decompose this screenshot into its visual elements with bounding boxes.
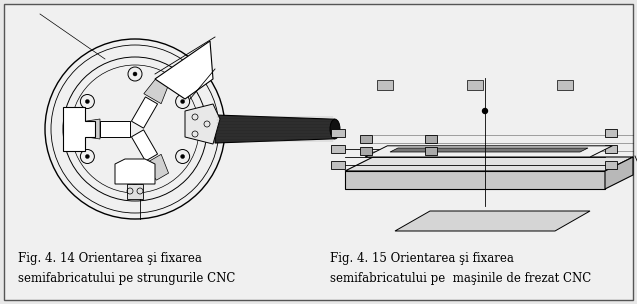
- FancyBboxPatch shape: [425, 135, 437, 143]
- Circle shape: [133, 182, 137, 186]
- FancyBboxPatch shape: [331, 129, 345, 137]
- Polygon shape: [144, 154, 169, 180]
- Polygon shape: [100, 121, 130, 137]
- Circle shape: [482, 109, 487, 113]
- Polygon shape: [155, 41, 213, 99]
- Polygon shape: [390, 148, 588, 152]
- Polygon shape: [131, 130, 157, 161]
- Polygon shape: [345, 157, 633, 171]
- Circle shape: [181, 99, 185, 103]
- Text: semifabricatului pe  maşinile de frezat CNC: semifabricatului pe maşinile de frezat C…: [330, 272, 591, 285]
- Circle shape: [85, 99, 89, 103]
- Circle shape: [181, 154, 185, 158]
- Polygon shape: [215, 115, 335, 143]
- Text: semifabricatului pe strungurile CNC: semifabricatului pe strungurile CNC: [18, 272, 236, 285]
- Circle shape: [133, 72, 137, 76]
- Circle shape: [85, 154, 89, 158]
- Polygon shape: [115, 159, 155, 184]
- Polygon shape: [605, 157, 633, 189]
- Polygon shape: [185, 104, 220, 144]
- FancyBboxPatch shape: [360, 147, 372, 155]
- Polygon shape: [395, 211, 590, 231]
- Ellipse shape: [330, 119, 340, 139]
- FancyBboxPatch shape: [331, 161, 345, 169]
- Text: Fig. 4. 14 Orientarea şi fixarea: Fig. 4. 14 Orientarea şi fixarea: [18, 252, 202, 265]
- FancyBboxPatch shape: [127, 184, 143, 199]
- Polygon shape: [365, 146, 612, 157]
- Polygon shape: [345, 171, 605, 189]
- Polygon shape: [63, 107, 95, 151]
- FancyBboxPatch shape: [557, 80, 573, 90]
- FancyBboxPatch shape: [360, 135, 372, 143]
- FancyBboxPatch shape: [331, 145, 345, 153]
- FancyBboxPatch shape: [467, 80, 483, 90]
- Polygon shape: [131, 97, 157, 128]
- FancyBboxPatch shape: [377, 80, 393, 90]
- Circle shape: [51, 45, 219, 213]
- FancyBboxPatch shape: [4, 4, 633, 300]
- Text: Fig. 4. 15 Orientarea şi fixarea: Fig. 4. 15 Orientarea şi fixarea: [330, 252, 514, 265]
- FancyBboxPatch shape: [605, 161, 617, 169]
- Polygon shape: [80, 119, 100, 139]
- FancyBboxPatch shape: [425, 147, 437, 155]
- FancyBboxPatch shape: [605, 129, 617, 137]
- Polygon shape: [144, 78, 169, 104]
- FancyBboxPatch shape: [605, 145, 617, 153]
